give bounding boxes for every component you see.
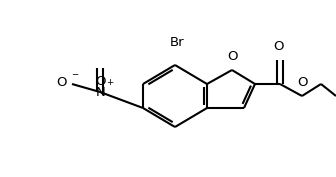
Text: +: + [106,78,113,87]
Text: O: O [274,40,284,53]
Text: Br: Br [170,36,184,49]
Text: N: N [96,85,106,98]
Text: O: O [228,50,238,63]
Text: O: O [56,76,67,90]
Text: O: O [298,76,308,89]
Text: O: O [95,75,105,88]
Text: −: − [71,69,78,78]
